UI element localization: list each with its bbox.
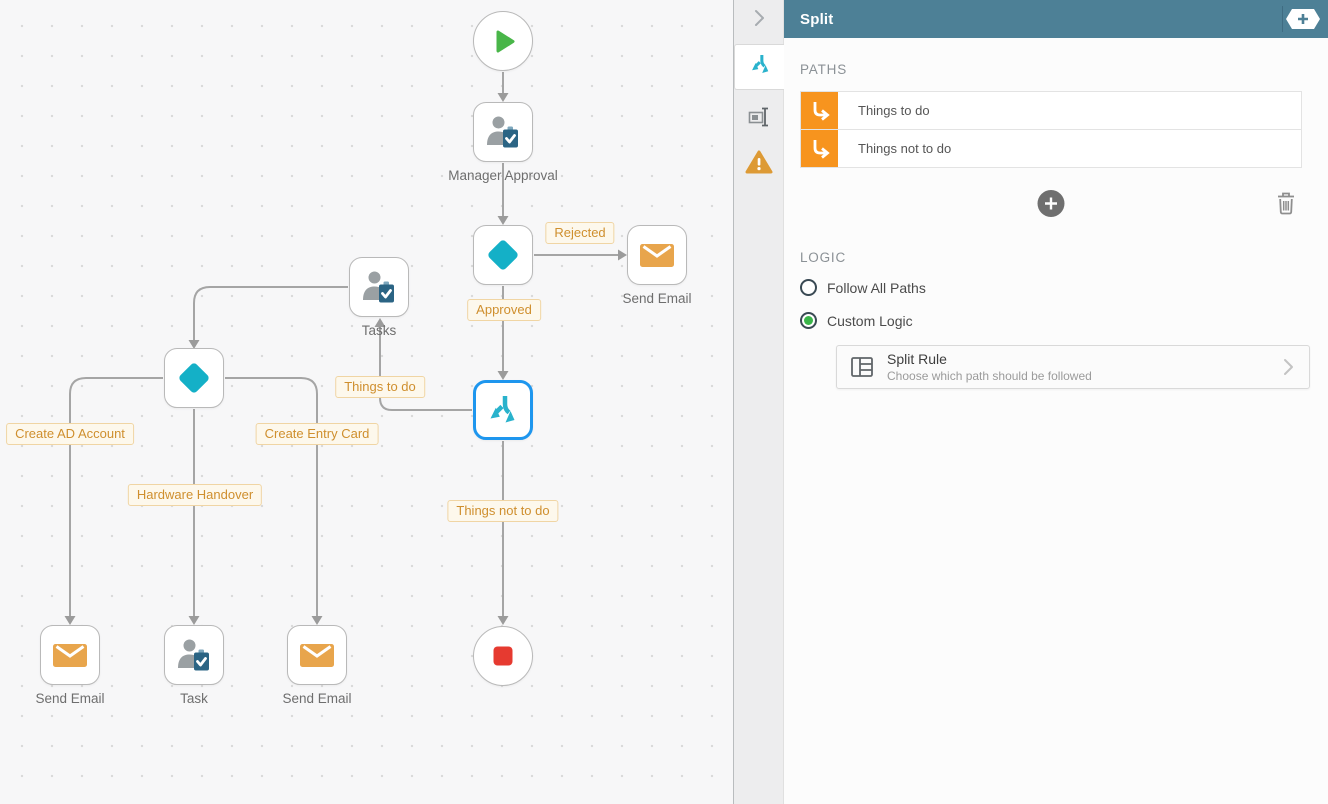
config-panel-tabstrip xyxy=(734,0,785,804)
envelope-icon xyxy=(300,644,334,667)
edge-label-things-not-to-do[interactable]: Things not to do xyxy=(447,500,559,522)
path-actions xyxy=(800,190,1302,220)
edge-label-create-entry-card[interactable]: Create Entry Card xyxy=(255,423,379,445)
envelope-icon xyxy=(640,244,674,267)
split-rule-title: Split Rule xyxy=(887,351,947,367)
decision-diamond-icon xyxy=(488,240,518,270)
radio-custom-logic[interactable]: Custom Logic xyxy=(800,312,1328,329)
play-icon xyxy=(496,30,515,53)
node-start[interactable] xyxy=(473,11,533,71)
connector xyxy=(193,286,348,340)
arrowhead-icon xyxy=(311,616,323,625)
node-split[interactable] xyxy=(473,380,533,440)
radio-label: Follow All Paths xyxy=(827,279,926,296)
connector xyxy=(69,377,163,616)
edge-label-create-ad-account[interactable]: Create AD Account xyxy=(6,423,134,445)
chevron-right-icon xyxy=(1277,356,1299,383)
connector-lines xyxy=(64,72,627,625)
path-row[interactable]: Things to do xyxy=(800,92,1302,130)
path-row[interactable]: Things not to do xyxy=(800,130,1302,168)
person-task-icon xyxy=(178,639,209,671)
trash-icon xyxy=(1274,192,1298,220)
logic-section: LOGIC Follow All Paths Custom Logic Spli… xyxy=(784,250,1328,389)
arrowhead-icon xyxy=(188,616,200,625)
node-end[interactable] xyxy=(473,626,533,686)
rename-icon xyxy=(746,104,772,135)
person-task-icon xyxy=(363,271,394,303)
split-icon xyxy=(490,396,515,423)
paths-heading: PATHS xyxy=(800,62,848,77)
envelope-icon xyxy=(53,644,87,667)
node-approval-branch[interactable] xyxy=(473,225,533,285)
split-rule-card[interactable]: Split Rule Choose which path should be f… xyxy=(836,345,1310,389)
arrowhead-icon xyxy=(188,340,200,349)
arrowhead-icon xyxy=(618,249,627,261)
stop-icon xyxy=(493,646,513,666)
arrowhead-icon xyxy=(374,318,386,327)
node-tasks[interactable] xyxy=(349,257,409,317)
connector xyxy=(379,327,472,411)
tab-split-configuration[interactable] xyxy=(734,44,785,90)
node-task-1[interactable] xyxy=(164,625,224,685)
rule-table-icon xyxy=(849,354,875,380)
add-variable-badge-icon[interactable] xyxy=(1286,9,1320,34)
delete-path-button[interactable] xyxy=(1274,190,1298,221)
arrowhead-icon xyxy=(64,616,76,625)
chevron-right-icon xyxy=(746,5,772,36)
add-path-button[interactable] xyxy=(1037,190,1065,217)
workflow-canvas[interactable]: Manager Approval Send Email Tasks Send Emai… xyxy=(0,0,734,804)
radio-label: Custom Logic xyxy=(827,312,913,329)
path-name: Things to do xyxy=(858,103,930,118)
radio-button[interactable] xyxy=(800,279,817,296)
header-divider xyxy=(1282,6,1283,32)
decision-diamond-icon xyxy=(179,363,209,393)
edge-label-approved[interactable]: Approved xyxy=(467,299,541,321)
warning-icon xyxy=(745,149,773,180)
arrowhead-icon xyxy=(497,371,509,380)
tab-rename[interactable] xyxy=(734,96,784,142)
edge-label-things-to-do[interactable]: Things to do xyxy=(335,376,425,398)
branch-arrow-icon xyxy=(801,92,838,129)
node-send-email-1[interactable] xyxy=(40,625,100,685)
edge-label-rejected[interactable]: Rejected xyxy=(545,222,615,244)
arrowhead-icon xyxy=(497,216,509,225)
connector xyxy=(225,377,318,616)
panel-title: Split xyxy=(800,10,834,28)
config-panel: Split PATHS Things to do Things not to d… xyxy=(784,0,1328,804)
config-panel-body: PATHS Things to do Things not to do xyxy=(784,38,1328,804)
edge-label-hardware-handover[interactable]: Hardware Handover xyxy=(127,484,263,506)
split-icon xyxy=(747,51,774,83)
split-rule-description: Choose which path should be followed xyxy=(887,369,1092,383)
logic-heading: LOGIC xyxy=(800,250,847,265)
node-manager-approval[interactable] xyxy=(473,102,533,162)
logic-options: Follow All Paths Custom Logic xyxy=(784,279,1328,329)
branch-arrow-icon xyxy=(801,130,838,167)
arrowhead-icon xyxy=(497,93,509,102)
split-icon xyxy=(751,55,768,73)
node-send-email-rejected[interactable] xyxy=(627,225,687,285)
node-things-branch[interactable] xyxy=(164,348,224,408)
config-panel-header: Split xyxy=(784,0,1328,38)
arrowhead-icon xyxy=(497,616,509,625)
path-name: Things not to do xyxy=(858,141,952,156)
radio-button[interactable] xyxy=(800,312,817,329)
collapse-panel-button[interactable] xyxy=(734,6,784,34)
tab-warnings[interactable] xyxy=(734,141,784,187)
node-send-email-2[interactable] xyxy=(287,625,347,685)
path-list: Things to do Things not to do xyxy=(800,91,1302,168)
person-task-icon xyxy=(487,116,518,148)
radio-follow-all-paths[interactable]: Follow All Paths xyxy=(800,279,1328,296)
